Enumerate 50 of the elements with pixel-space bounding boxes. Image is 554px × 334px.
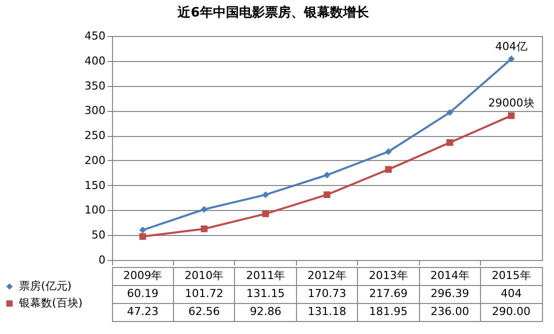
legend-label: 票房(亿元) [19, 280, 72, 292]
y-tick-label: 400 [84, 54, 106, 68]
data-label: 62.56 [188, 305, 220, 318]
data-label: 170.73 [308, 287, 346, 300]
y-tick-label: 100 [84, 204, 106, 217]
data-label: 217.69 [369, 287, 408, 300]
point [139, 233, 146, 240]
point [262, 191, 269, 198]
legend-label: 银幕数(百块) [18, 296, 83, 310]
y-tick-label: 50 [92, 228, 106, 242]
data-label: 296.39 [430, 287, 470, 300]
point [508, 56, 515, 62]
x-tick-label: 2015年 [492, 269, 531, 282]
data-label: 404 [500, 287, 522, 300]
data-label: 101.72 [184, 287, 224, 300]
y-tick-label: 150 [84, 178, 106, 192]
point [324, 172, 330, 178]
y-tick-label: 200 [84, 154, 106, 167]
point [446, 109, 454, 116]
data-label: 60.19 [126, 287, 158, 300]
chart-title: 近6年中国电影票房、银幕数增长 [176, 4, 370, 20]
point [385, 166, 392, 173]
x-tick-label: 2010年 [184, 269, 224, 282]
x-tick-label: 2014年 [430, 269, 470, 282]
point [446, 139, 454, 146]
data-label: 236.00 [430, 305, 470, 318]
x-tick-label: 2009年 [123, 269, 162, 282]
data-label: 47.23 [126, 305, 158, 318]
annotation: 404亿 [495, 40, 528, 53]
y-tick-label: 300 [84, 104, 106, 118]
point [139, 226, 146, 234]
point [508, 112, 515, 119]
point [200, 206, 208, 213]
y-tick-label: 250 [84, 129, 106, 142]
data-label: 181.95 [369, 305, 408, 318]
y-tick-label: 350 [84, 79, 106, 92]
x-tick-label: 2013年 [368, 269, 408, 282]
point [200, 226, 208, 232]
point [262, 210, 269, 218]
point [324, 191, 330, 198]
x-tick-label: 2011年 [246, 269, 286, 282]
point [385, 148, 392, 155]
y-tick-label: 450 [84, 30, 106, 42]
x-tick-label: 2012年 [308, 269, 346, 282]
data-label: 131.18 [308, 305, 346, 318]
data-label: 290.00 [492, 305, 531, 318]
y-tick-label: 0 [98, 254, 106, 266]
data-label: 92.86 [250, 305, 282, 318]
annotation: 29000块 [488, 96, 534, 110]
data-label: 131.15 [246, 287, 285, 300]
